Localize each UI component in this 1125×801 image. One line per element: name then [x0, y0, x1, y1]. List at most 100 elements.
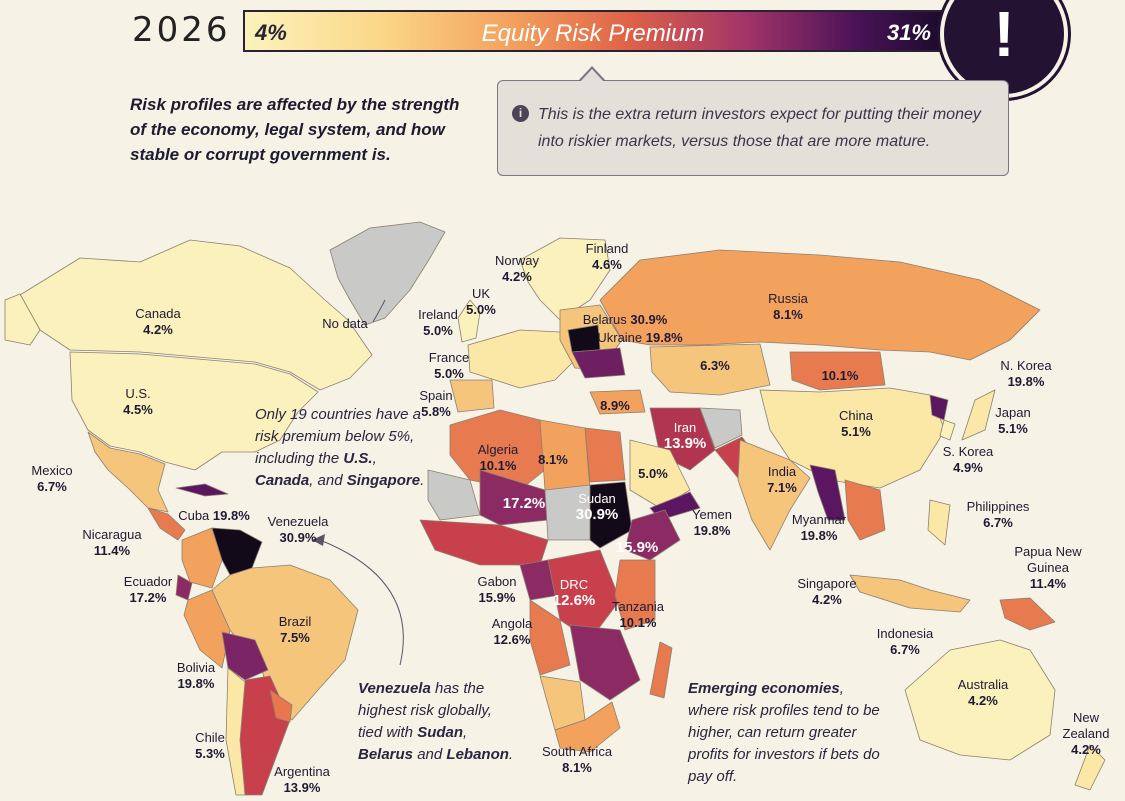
country-mexico[interactable] [87, 431, 169, 513]
country-egypt[interactable] [584, 427, 626, 483]
arrowhead-venezuela [312, 534, 325, 546]
tooltip-text: This is the extra return investors expec… [538, 106, 981, 150]
label-australia: Australia 4.2% [957, 677, 1009, 708]
country-madagascar[interactable] [649, 641, 673, 699]
country-niger[interactable] [479, 469, 549, 526]
country-chile[interactable] [225, 667, 246, 796]
country-central-america[interactable] [147, 507, 186, 541]
label-france: France 5.0% [428, 350, 470, 381]
label-gabon: Gabon 15.9% [477, 574, 517, 605]
country-india[interactable] [737, 439, 811, 551]
label-nicaragua: Nicaragua 11.4% [82, 527, 142, 558]
label-cuba: Cuba 19.8% [178, 508, 250, 523]
label-libya: 8.1% [538, 452, 568, 467]
country-turkey[interactable] [589, 389, 646, 415]
country-paraguay-uruguay[interactable] [269, 689, 293, 723]
label-yemen: Yemen 19.8% [692, 507, 732, 538]
label-south-africa: South Africa 8.1% [541, 744, 613, 775]
note-below-5-percent: Only 19 countries have a risk premium be… [255, 406, 425, 489]
label-kazakhstan: 6.3% [700, 358, 730, 373]
country-thailand-region[interactable] [844, 479, 886, 541]
country-ukraine[interactable] [571, 347, 626, 379]
label-mexico: Mexico 6.7% [31, 463, 73, 494]
country-brazil[interactable] [211, 564, 359, 721]
note-emerging-economies: Emerging economies, where risk profiles … [688, 680, 880, 785]
country-us-alaska[interactable] [4, 293, 41, 346]
risk-scale-bar: 4% Equity Risk Premium 31% [243, 10, 943, 52]
label-turkey: 8.9% [600, 398, 630, 413]
country-mongolia[interactable] [789, 351, 886, 391]
country-myanmar[interactable] [809, 464, 846, 521]
info-icon: i [512, 105, 529, 122]
info-tooltip: i This is the extra return investors exp… [497, 80, 1009, 176]
country-belarus[interactable] [567, 324, 601, 353]
country-cuba[interactable] [175, 483, 229, 497]
country-west-africa[interactable] [419, 519, 549, 566]
country-spain[interactable] [449, 379, 495, 413]
country-sudan[interactable] [589, 481, 633, 549]
label-tanzania: Tanzania 10.1% [611, 599, 665, 630]
label-bolivia: Bolivia 19.8% [176, 660, 216, 691]
year-label: 2026 [132, 10, 231, 50]
country-bolivia[interactable] [221, 631, 269, 681]
label-skorea: S. Korea 4.9% [942, 444, 994, 475]
label-niger: 17.2% [502, 495, 546, 512]
label-saudi: 5.0% [638, 466, 668, 481]
country-nz[interactable] [1074, 744, 1106, 791]
scale-title: Equity Risk Premium [481, 20, 705, 47]
tooltip-arrow-inner [580, 69, 604, 82]
country-afghanistan[interactable] [699, 407, 743, 449]
country-uk-ireland[interactable] [457, 299, 481, 343]
leader-venezuela [319, 539, 404, 666]
country-norway-sweden-finland[interactable] [519, 237, 611, 321]
country-china[interactable] [759, 387, 946, 489]
country-canada[interactable] [19, 239, 373, 391]
label-norway: Norway 4.2% [494, 253, 540, 284]
label-ethiopia: 15.9% [615, 539, 659, 556]
label-ecuador: Ecuador 17.2% [123, 574, 173, 605]
label-brazil: Brazil 7.5% [278, 614, 312, 645]
label-iran: Iran 13.9% [663, 420, 707, 452]
label-png: Papua New Guinea 11.4% [1014, 544, 1082, 591]
label-drc: DRC 12.6% [552, 577, 596, 609]
label-angola: Angola 12.6% [491, 616, 533, 647]
label-sudan: Sudan 30.9% [575, 491, 619, 523]
country-angola[interactable] [529, 599, 571, 676]
country-morocco-algeria[interactable] [449, 409, 546, 491]
label-argentina: Argentina 13.9% [274, 764, 330, 795]
label-no-data: No data [322, 316, 368, 331]
country-russia[interactable] [599, 249, 1041, 361]
country-philippines[interactable] [927, 499, 951, 546]
country-us[interactable] [69, 351, 319, 471]
label-ukraine: Ukraine 19.8% [597, 330, 683, 345]
note-venezuela: Venezuela has the highest risk globally,… [358, 680, 514, 763]
country-kenya-tanzania[interactable] [614, 559, 656, 631]
country-south-africa[interactable] [554, 701, 621, 753]
country-ethiopia[interactable] [624, 509, 681, 561]
label-chile: Chile 5.3% [195, 730, 225, 761]
label-finland: Finland 4.6% [585, 241, 629, 272]
country-kazakhstan[interactable] [649, 343, 771, 396]
label-us: U.S. 4.5% [123, 386, 153, 417]
label-singapore: Singapore 4.2% [797, 576, 857, 607]
scale-low-label: 4% [255, 20, 287, 45]
country-australia[interactable] [904, 639, 1056, 761]
country-zambia-mozambique[interactable] [569, 624, 641, 701]
country-skorea[interactable] [939, 419, 956, 441]
label-indonesia: Indonesia 6.7% [876, 626, 934, 657]
label-china: China 5.1% [839, 408, 873, 439]
label-india: India 7.1% [767, 464, 797, 495]
label-japan: Japan 5.1% [995, 405, 1031, 436]
label-philippines: Philippines 6.7% [966, 499, 1030, 530]
country-western-europe[interactable] [467, 329, 576, 389]
country-greenland[interactable] [329, 221, 446, 326]
label-venezuela: Venezuela 30.9% [267, 514, 329, 545]
country-japan[interactable] [961, 389, 996, 441]
label-algeria: Algeria 10.1% [477, 442, 519, 473]
leader-no-data [372, 299, 386, 323]
country-mauritania-mali[interactable] [427, 469, 481, 521]
country-png[interactable] [999, 597, 1056, 631]
country-indonesia[interactable] [849, 574, 971, 613]
label-belarus: Belarus 30.9% [582, 312, 668, 327]
